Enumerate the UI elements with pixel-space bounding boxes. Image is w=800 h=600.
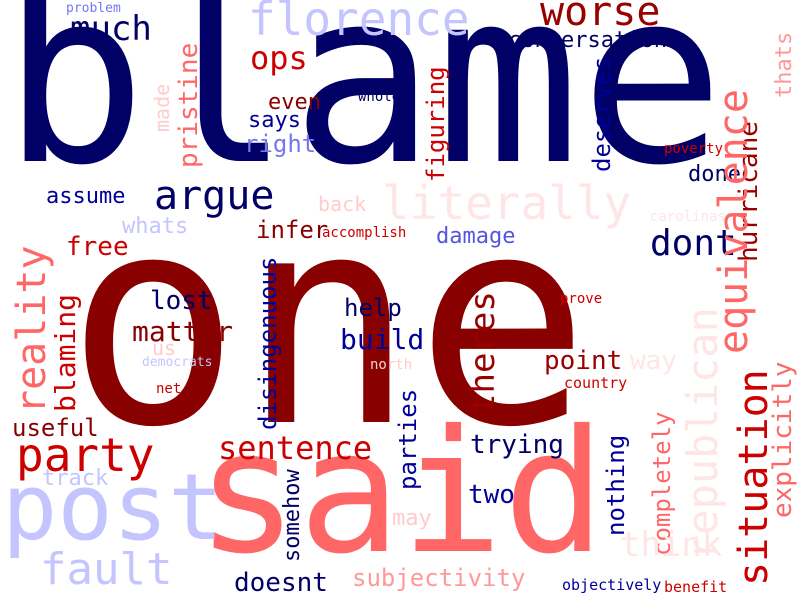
word-whole: whole <box>358 89 401 105</box>
word-somehow: somehow <box>280 469 305 562</box>
word-matter: matter <box>132 315 234 348</box>
word-explicitly: explicitly <box>768 361 798 518</box>
word-said: said <box>196 394 606 592</box>
word-subjectivity: subjectivity <box>352 564 526 592</box>
word-disingenuous: disingenuous <box>254 256 282 430</box>
word-useful: useful <box>12 414 99 442</box>
word-deserves: deserves <box>588 56 616 172</box>
word-pristine: pristine <box>174 42 204 168</box>
word-nothing: nothing <box>602 434 630 536</box>
word-may: may <box>392 506 432 531</box>
word-parties: parties <box>394 388 422 490</box>
word-worse: worse <box>540 0 661 35</box>
word-florence: florence <box>248 0 470 46</box>
word-two: two <box>468 480 515 510</box>
word-track: track <box>42 466 109 491</box>
word-reality: reality <box>9 245 55 414</box>
word-lost: lost <box>150 286 213 316</box>
word-made: made <box>150 83 174 132</box>
word-much: much <box>70 9 152 49</box>
word-fault: fault <box>40 544 173 595</box>
word-north: north <box>370 357 413 373</box>
word-way: way <box>630 346 677 376</box>
word-problem: problem <box>66 1 121 16</box>
word-literally: literally <box>382 176 632 230</box>
word-argue: argue <box>154 173 275 219</box>
word-done: done <box>688 162 741 187</box>
word-conversation: conversation <box>508 28 667 53</box>
word-party: party <box>16 428 155 482</box>
word-prove: prove <box>560 291 603 307</box>
word-build: build <box>340 323 425 356</box>
word-equivalence: equivalence <box>711 89 757 354</box>
word-figuring: figuring <box>422 66 450 182</box>
word-free: free <box>66 232 129 262</box>
word-one: one <box>66 154 590 491</box>
word-help: help <box>344 294 402 322</box>
word-assume: assume <box>46 184 126 209</box>
word-point: point <box>544 346 623 376</box>
word-poverty: poverty <box>664 141 724 157</box>
word-country: country <box>564 374 628 392</box>
word-net: net <box>156 381 182 397</box>
word-democrats: democrats <box>142 355 213 370</box>
word-objectively: objectively <box>562 576 662 594</box>
word-whats: whats <box>122 214 189 239</box>
word-us: us <box>152 336 177 360</box>
word-post: post <box>2 454 224 561</box>
word-back: back <box>318 192 367 216</box>
word-thats: thats <box>772 31 797 98</box>
word-ops: ops <box>250 39 308 77</box>
word-carolinas: carolinas <box>650 209 726 225</box>
word-dont: dont <box>650 223 737 264</box>
word-trying: trying <box>470 430 564 460</box>
word-accomplish: accomplish <box>322 225 407 241</box>
word-benefit: benefit <box>664 578 728 596</box>
word-theres: theres <box>463 291 503 414</box>
word-even: even <box>268 90 321 115</box>
word-think: think <box>620 525 723 565</box>
word-sentence: sentence <box>218 429 373 467</box>
word-blaming: blaming <box>49 293 82 412</box>
word-right: right <box>244 130 317 158</box>
word-infer: infer <box>256 216 329 244</box>
word-blame: blame <box>2 0 725 218</box>
word-says: says <box>248 108 301 133</box>
word-doesnt: doesnt <box>234 568 328 598</box>
word-damage: damage <box>436 224 516 249</box>
